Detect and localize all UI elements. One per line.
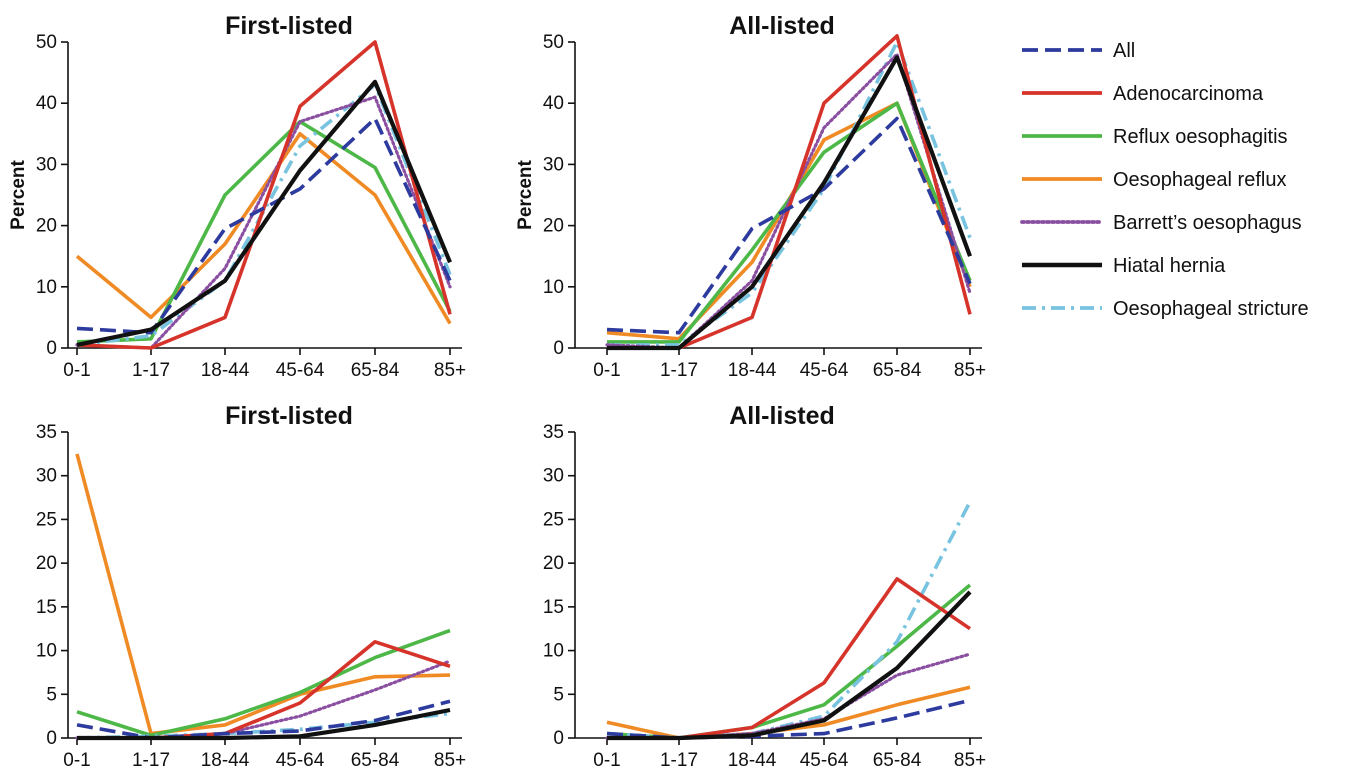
series-line-oesophageal-reflux	[75, 132, 452, 325]
x-tick-label: 85+	[434, 750, 466, 770]
x-tick-label: 18-44	[728, 750, 777, 770]
y-tick-label: 0	[46, 338, 57, 359]
y-tick-label: 15	[543, 597, 564, 618]
legend-item: Oesophageal stricture	[1022, 298, 1309, 320]
chart-title: All-listed	[729, 12, 835, 40]
legend-label: Oesophageal stricture	[1113, 298, 1309, 320]
chart-title: First-listed	[225, 402, 353, 430]
y-axis-label: Percent	[515, 159, 536, 229]
series-line-hiatal-hernia	[607, 590, 972, 741]
legend-label: Hiatal hernia	[1113, 255, 1226, 277]
y-tick-label: 0	[553, 338, 564, 359]
y-tick-label: 10	[36, 277, 57, 298]
series-line-adenocarcinoma	[607, 34, 972, 350]
y-tick-label: 30	[36, 466, 57, 487]
x-tick-label: 45-64	[800, 360, 849, 381]
series-line-oesophageal-reflux	[606, 101, 972, 341]
x-tick-label: 65-84	[873, 750, 922, 770]
series-line-hiatal-hernia	[607, 55, 972, 351]
series-line-reflux-oesophagitis	[76, 119, 452, 344]
chart-title: First-listed	[225, 12, 353, 40]
x-tick-label: 65-84	[873, 360, 922, 381]
legend-label: Barrett’s oesophagus	[1113, 212, 1302, 234]
y-tick-label: 0	[46, 728, 57, 749]
series-line-adenocarcinoma	[76, 40, 452, 350]
series-line-oesophageal-reflux	[75, 453, 451, 736]
y-tick-label: 50	[543, 32, 564, 53]
y-tick-label: 35	[543, 422, 564, 443]
series-line-reflux-oesophagitis	[76, 628, 451, 738]
y-tick-label: 20	[36, 553, 57, 574]
chart-panel-4: All-listed 0 5 10 15 20 25 30 35 0-1 1-17 18-44 45-6…	[543, 402, 986, 770]
y-tick-label: 10	[36, 641, 57, 662]
x-tick-label: 18-44	[201, 750, 250, 770]
chart-panel-3: First-listed 0 5 10 15 20 25 30 35 0-1 1-17 18-44 45…	[36, 402, 466, 770]
legend-item: Barrett’s oesophagus	[1020, 212, 1302, 234]
x-tick-label: 0-1	[593, 750, 620, 770]
series-line-reflux-oesophagitis	[607, 101, 972, 344]
x-tick-label: 45-64	[800, 750, 849, 770]
x-tick-label: 0-1	[63, 750, 90, 770]
x-tick-label: 1-17	[660, 750, 698, 770]
series-line-hiatal-hernia	[77, 707, 451, 741]
x-tick-label: 1-17	[660, 360, 698, 381]
legend-label: Adenocarcinoma	[1113, 83, 1264, 105]
y-tick-label: 0	[553, 728, 564, 749]
legend-label: All	[1113, 40, 1135, 62]
y-tick-label: 20	[543, 216, 564, 237]
x-tick-label: 45-64	[276, 360, 325, 381]
y-tick-label: 10	[543, 277, 564, 298]
series-line-hiatal-hernia	[76, 79, 452, 347]
x-tick-label: 0-1	[63, 360, 90, 381]
y-tick-label: 15	[36, 597, 57, 618]
y-tick-label: 20	[36, 216, 57, 237]
x-tick-label: 85+	[434, 360, 466, 381]
y-tick-label: 5	[553, 684, 564, 705]
y-tick-label: 5	[46, 684, 57, 705]
y-tick-label: 50	[36, 32, 57, 53]
legend-item: All	[1022, 40, 1135, 62]
y-tick-label: 40	[36, 93, 57, 114]
series-line-barrett-s-oesophagus	[75, 659, 452, 740]
x-tick-label: 65-84	[351, 360, 400, 381]
series-line-oesophageal-stricture	[606, 501, 972, 740]
x-tick-label: 85+	[954, 750, 986, 770]
x-tick-label: 45-64	[276, 750, 325, 770]
legend: All Adenocarcinoma Reflux oesophagitis Oeso…	[1020, 40, 1309, 320]
y-tick-label: 25	[543, 509, 564, 530]
legend-label: Oesophageal reflux	[1113, 169, 1286, 191]
legend-item: Oesophageal reflux	[1022, 169, 1286, 191]
legend-item: Adenocarcinoma	[1022, 83, 1264, 105]
y-tick-label: 20	[543, 553, 564, 574]
x-tick-label: 18-44	[728, 360, 777, 381]
chart-panel-2: All-listed Percent 0 10 20 30 40 50 0-1 1-17 18-44…	[515, 12, 986, 381]
legend-item: Hiatal hernia	[1022, 255, 1226, 277]
y-tick-label: 30	[543, 154, 564, 175]
legend-label: Reflux oesophagitis	[1113, 126, 1288, 148]
x-tick-label: 1-17	[132, 750, 170, 770]
chart-title: All-listed	[729, 402, 835, 430]
y-tick-label: 10	[543, 641, 564, 662]
series-line-all	[76, 699, 451, 740]
x-tick-label: 1-17	[132, 360, 170, 381]
legend-item: Reflux oesophagitis	[1022, 126, 1288, 148]
x-tick-label: 85+	[954, 360, 986, 381]
x-tick-label: 65-84	[351, 750, 400, 770]
y-tick-label: 40	[543, 93, 564, 114]
x-tick-label: 0-1	[593, 360, 620, 381]
y-tick-label: 30	[543, 466, 564, 487]
y-tick-label: 35	[36, 422, 57, 443]
series-line-barrett-s-oesophagus	[605, 652, 972, 740]
chart-panel-1: First-listed Percent 0 10 20 30 40 50 0-1 1-17 18-…	[8, 12, 466, 381]
y-tick-label: 25	[36, 509, 57, 530]
y-axis-label: Percent	[8, 159, 29, 229]
y-tick-label: 30	[36, 154, 57, 175]
x-tick-label: 18-44	[201, 360, 250, 381]
series-line-all	[606, 116, 972, 335]
series-line-barrett-s-oesophagus	[605, 52, 972, 350]
series-line-oesophageal-stricture	[607, 40, 972, 347]
